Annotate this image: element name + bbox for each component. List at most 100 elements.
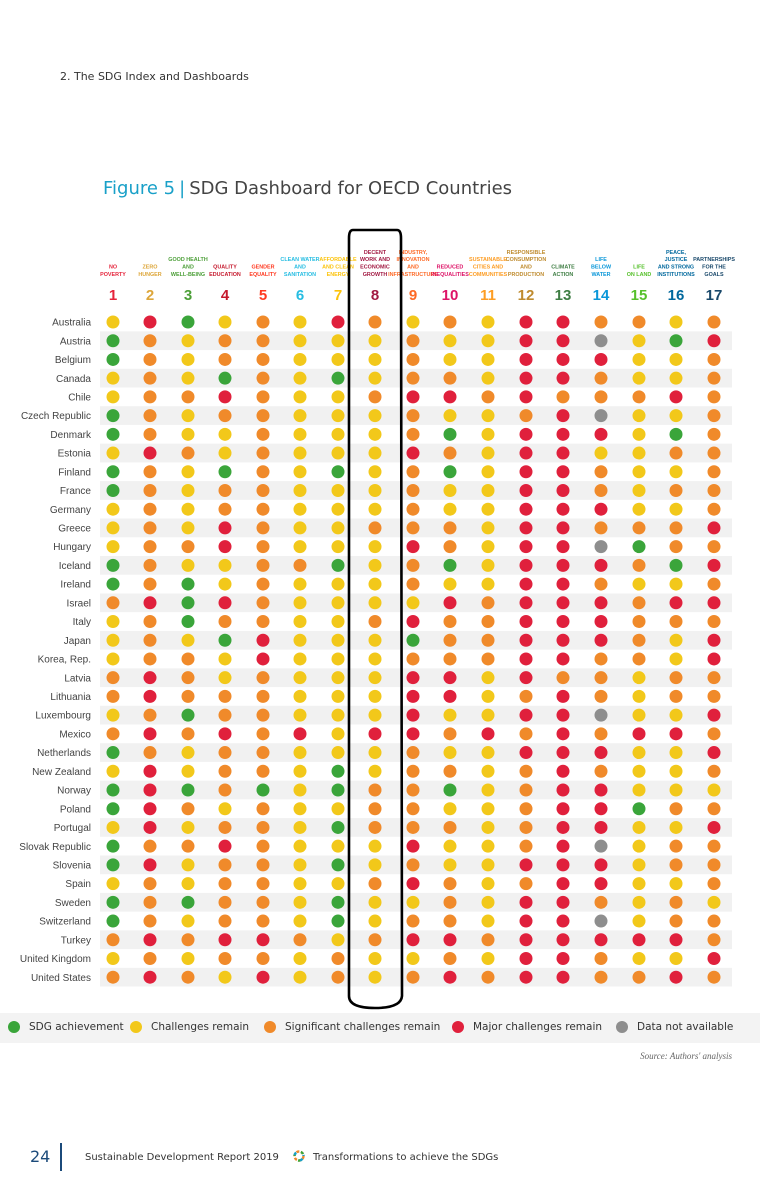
status-dot [707,764,721,778]
status-dot [632,820,646,834]
status-dot [406,483,420,497]
status-dot [443,577,457,591]
status-dot [256,877,270,891]
status-dot [669,689,683,703]
status-dot [368,615,382,629]
status-dot [181,802,195,816]
status-dot [406,540,420,554]
status-dot [368,577,382,591]
goal-8-label: GROWTH [363,272,388,278]
status-dot [181,446,195,460]
status-dot [256,465,270,479]
country-label: Japan [64,636,91,647]
status-dot [256,615,270,629]
status-dot [293,334,307,348]
status-dot [707,858,721,872]
status-dot [331,483,345,497]
status-dot [256,689,270,703]
status-dot [594,689,608,703]
status-dot [218,596,232,610]
status-dot [556,895,570,909]
status-dot [707,577,721,591]
status-dot [181,409,195,423]
legend-label-achievement: SDG achievement [29,1021,124,1033]
status-dot [368,689,382,703]
status-dot [368,671,382,685]
status-dot [368,596,382,610]
status-dot [707,446,721,460]
status-dot [368,914,382,928]
status-dot [106,409,120,423]
status-dot [406,970,420,984]
status-dot [218,409,232,423]
status-dot [707,390,721,404]
status-dot [481,352,495,366]
status-dot [293,839,307,853]
status-dot [632,409,646,423]
status-dot [181,558,195,572]
status-dot [519,633,533,647]
status-dot [443,877,457,891]
status-dot [669,465,683,479]
status-dot [143,914,157,928]
status-dot [443,933,457,947]
country-label: United Kingdom [20,954,91,965]
status-dot [519,465,533,479]
status-dot [218,708,232,722]
status-dot [218,615,232,629]
status-dot [594,615,608,629]
status-dot [669,483,683,497]
status-dot [331,577,345,591]
goal-4-label: QUALITY [213,265,237,271]
status-dot [443,334,457,348]
status-dot [181,390,195,404]
status-dot [519,951,533,965]
highlight-box-goal-8 [347,228,404,1010]
source-note: Source: Authors' analysis [640,1051,732,1061]
status-dot [632,708,646,722]
status-dot [519,390,533,404]
status-dot [143,521,157,535]
status-dot [707,652,721,666]
status-dot [218,465,232,479]
status-dot [143,839,157,853]
status-dot [256,427,270,441]
status-dot [106,502,120,516]
status-dot [707,483,721,497]
country-label: Switzerland [39,917,91,928]
status-dot [594,951,608,965]
goal-11-label: CITIES AND [473,265,503,271]
status-dot [481,577,495,591]
goal-14-label: LIFE [595,257,607,263]
status-dot [632,615,646,629]
country-label: Lithuania [50,692,91,703]
goal-13-number: 13 [555,287,572,304]
status-dot [181,615,195,629]
status-dot [481,315,495,329]
status-dot [556,727,570,741]
status-dot [669,315,683,329]
sdg-wheel-icon [293,1150,305,1162]
status-dot [632,914,646,928]
status-dot [218,390,232,404]
status-dot [181,352,195,366]
status-dot [481,727,495,741]
status-dot [481,970,495,984]
status-dot [331,633,345,647]
status-dot [669,540,683,554]
country-label: Greece [58,524,91,535]
status-dot [669,652,683,666]
status-dot [143,334,157,348]
status-dot [406,596,420,610]
goal-9-label: AND [407,265,419,271]
goal-12-label: CONSUMPTION [506,257,547,263]
status-dot [632,877,646,891]
status-dot [293,858,307,872]
status-dot [669,858,683,872]
status-dot [368,502,382,516]
status-dot [368,483,382,497]
status-dot [519,746,533,760]
country-label: Spain [65,879,91,890]
goal-16-label: INSTITUTIONS [657,272,695,278]
status-dot [519,352,533,366]
